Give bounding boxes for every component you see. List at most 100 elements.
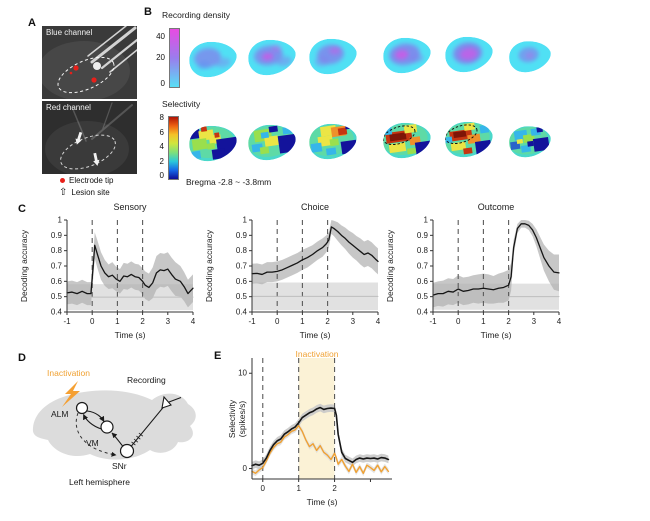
cbar-sel-tick-label: 2 <box>159 157 164 167</box>
svg-text:1: 1 <box>300 317 305 326</box>
svg-text:4: 4 <box>557 317 562 326</box>
electrode-tip-marker <box>73 65 79 71</box>
density-colorbar <box>169 28 180 88</box>
inactivation-label: Inactivation <box>47 368 90 378</box>
amplifier-triangle-icon <box>161 395 172 409</box>
snr-node <box>119 443 135 459</box>
svg-text:Decoding accuracy: Decoding accuracy <box>385 229 395 302</box>
svg-text:0: 0 <box>90 317 95 326</box>
svg-text:1: 1 <box>296 484 301 493</box>
node-label-snr: SNr <box>112 461 127 471</box>
recording-density-title: Recording density <box>162 10 231 20</box>
svg-text:2: 2 <box>506 317 511 326</box>
density-slice-1 <box>181 32 246 91</box>
svg-text:0: 0 <box>456 317 461 326</box>
svg-text:0.9: 0.9 <box>236 231 248 240</box>
blue-channel-micrograph <box>42 26 137 99</box>
panel-b-label: B <box>144 6 152 18</box>
svg-text:0.8: 0.8 <box>51 246 63 255</box>
svg-text:0.4: 0.4 <box>417 308 429 317</box>
svg-text:2: 2 <box>325 317 330 326</box>
svg-text:Sensory: Sensory <box>113 202 147 212</box>
panel-c-label: C <box>18 203 26 215</box>
svg-text:0: 0 <box>275 317 280 326</box>
svg-text:0: 0 <box>243 464 248 473</box>
svg-text:10: 10 <box>238 369 247 378</box>
svg-text:-1: -1 <box>429 317 437 326</box>
svg-text:3: 3 <box>351 317 356 326</box>
inactivation-bolt-icon <box>62 381 80 407</box>
cbar-density-tick-label: 40 <box>156 31 165 41</box>
svg-text:0.7: 0.7 <box>236 262 248 271</box>
choice-decoding-chart: 0.4 0.5 0.6 0.7 0.8 0.9 1 -1 0 1 2 3 4 Choice Time (s)… <box>204 202 381 340</box>
selectivity-ylabel: Selectivity (spikes/s) <box>227 384 250 454</box>
amplifier-output-line <box>168 397 182 403</box>
svg-text:0.7: 0.7 <box>417 262 429 271</box>
svg-text:0.8: 0.8 <box>417 246 429 255</box>
panel-d-label: D <box>18 352 26 364</box>
red-channel-micrograph <box>42 101 137 174</box>
svg-text:2: 2 <box>140 317 145 326</box>
panel-e-label: E <box>214 350 222 362</box>
vm-to-alm-arrow <box>82 413 102 430</box>
selectivity-colorbar <box>168 116 179 180</box>
svg-text:1: 1 <box>481 317 486 326</box>
legend-electrode-tip: Electrode tip <box>60 176 113 185</box>
svg-text:Time (s): Time (s) <box>481 330 512 340</box>
circuit-diagram <box>32 381 196 460</box>
svg-text:Decoding accuracy: Decoding accuracy <box>19 229 29 302</box>
alm-to-vm-arrow <box>86 410 105 422</box>
electrode-hatch-marks <box>131 432 144 446</box>
svg-text:0.6: 0.6 <box>236 277 248 286</box>
svg-text:0.9: 0.9 <box>417 231 429 240</box>
left-hemisphere-caption: Left hemisphere <box>69 477 130 487</box>
selectivity-slice-4 <box>375 113 440 172</box>
selectivity-title: Selectivity <box>162 99 201 109</box>
snr-outline-dashed-ellipse <box>57 56 115 94</box>
svg-text:0: 0 <box>261 484 266 493</box>
svg-text:-1: -1 <box>63 317 71 326</box>
cbar-sel-tick-label: 4 <box>159 142 164 152</box>
svg-text:4: 4 <box>376 317 381 326</box>
selectivity-slice-6 <box>502 118 559 170</box>
svg-text:0.8: 0.8 <box>236 246 248 255</box>
cbar-sel-tick-label: 8 <box>159 112 164 122</box>
snr-selectivity-chart: 0 10 0 1 2 Time (s) <box>238 358 392 507</box>
recording-label: Recording <box>127 375 166 385</box>
node-label-vm: VM <box>86 438 99 448</box>
density-slice-2 <box>240 30 305 89</box>
svg-text:0.5: 0.5 <box>236 292 248 301</box>
svg-text:Choice: Choice <box>301 202 329 212</box>
density-slice-4 <box>375 28 440 87</box>
density-slice-3 <box>301 29 366 88</box>
svg-text:1: 1 <box>115 317 120 326</box>
blue-channel-label: Blue channel <box>46 28 93 37</box>
density-slice-5 <box>437 27 502 86</box>
density-slice-6 <box>502 33 559 85</box>
lesion-site-arrows <box>75 131 100 166</box>
cbar-sel-tick-label: 0 <box>159 170 164 180</box>
alm-node <box>75 401 89 415</box>
svg-text:0.5: 0.5 <box>51 292 63 301</box>
svg-text:Time (s): Time (s) <box>300 330 331 340</box>
svg-text:0.5: 0.5 <box>417 292 429 301</box>
red-channel-image: Red channel <box>42 101 137 174</box>
selectivity-slice-1 <box>181 116 246 175</box>
lesion-site-icon: ⇧ <box>59 186 68 198</box>
outcome-decoding-chart: 0.4 0.5 0.6 0.7 0.8 0.9 1 -1 0 1 2 3 4 Outcome Time (s… <box>385 202 562 340</box>
selectivity-slice-3 <box>301 114 366 173</box>
svg-text:-1: -1 <box>248 317 256 326</box>
svg-text:Decoding accuracy: Decoding accuracy <box>204 229 214 302</box>
recording-electrode-line <box>130 403 167 447</box>
lesion-site-label: Lesion site <box>71 188 110 197</box>
blue-channel-image: Blue channel <box>42 26 137 99</box>
vm-node <box>100 420 114 434</box>
cbar-density-tick-label: 0 <box>160 78 165 88</box>
svg-text:0.7: 0.7 <box>51 262 63 271</box>
svg-text:1: 1 <box>424 216 429 225</box>
svg-text:3: 3 <box>166 317 171 326</box>
svg-text:0.6: 0.6 <box>51 277 63 286</box>
svg-text:Time (s): Time (s) <box>307 497 338 507</box>
svg-text:Outcome: Outcome <box>478 202 515 212</box>
